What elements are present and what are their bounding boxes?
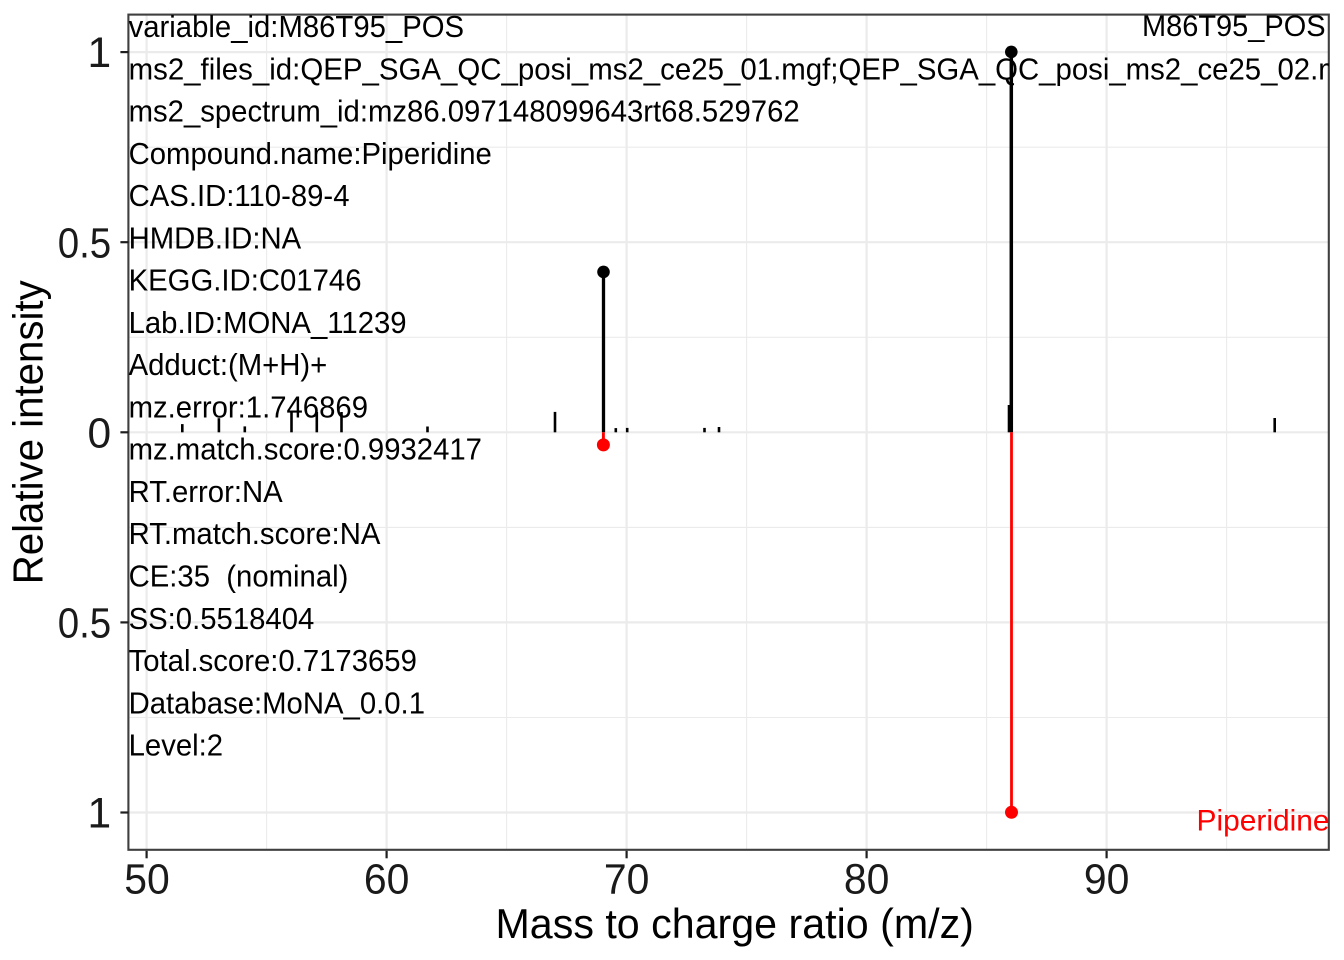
svg-text:Compound.name:Piperidine: Compound.name:Piperidine	[129, 137, 492, 171]
svg-text:Lab.ID:MONA_11239: Lab.ID:MONA_11239	[129, 306, 407, 340]
svg-text:variable_id:M86T95_POS: variable_id:M86T95_POS	[129, 10, 465, 44]
svg-text:ms2_files_id:QEP_SGA_QC_posi_m: ms2_files_id:QEP_SGA_QC_posi_ms2_ce25_01…	[129, 52, 1344, 86]
svg-text:CAS.ID:110-89-4: CAS.ID:110-89-4	[129, 179, 350, 213]
svg-text:Piperidine: Piperidine	[1197, 805, 1330, 838]
svg-text:HMDB.ID:NA: HMDB.ID:NA	[129, 221, 302, 255]
svg-text:0.5: 0.5	[58, 601, 112, 648]
svg-text:mz.match.score:0.9932417: mz.match.score:0.9932417	[129, 433, 482, 467]
svg-text:Mass to charge ratio (m/z): Mass to charge ratio (m/z)	[496, 900, 974, 947]
svg-text:60: 60	[364, 857, 410, 904]
svg-text:Relative intensity: Relative intensity	[5, 280, 52, 584]
svg-text:80: 80	[844, 857, 890, 904]
svg-text:70: 70	[604, 857, 650, 904]
svg-text:M86T95_POS: M86T95_POS	[1142, 10, 1326, 43]
svg-text:RT.error:NA: RT.error:NA	[129, 475, 284, 509]
svg-text:ms2_spectrum_id:mz86.097148099: ms2_spectrum_id:mz86.097148099643rt68.52…	[129, 95, 800, 129]
svg-text:RT.match.score:NA: RT.match.score:NA	[129, 517, 381, 551]
svg-text:1: 1	[88, 30, 112, 77]
svg-text:CE:35 (nominal): CE:35 (nominal)	[129, 560, 349, 594]
svg-text:SS:0.5518404: SS:0.5518404	[129, 602, 315, 636]
svg-text:1: 1	[88, 791, 112, 838]
svg-text:0: 0	[88, 410, 112, 457]
svg-text:mz.error:1.746869: mz.error:1.746869	[129, 390, 368, 424]
svg-text:KEGG.ID:C01746: KEGG.ID:C01746	[129, 264, 362, 298]
svg-text:Database:MoNA_0.0.1: Database:MoNA_0.0.1	[129, 686, 425, 720]
svg-text:Total.score:0.7173659: Total.score:0.7173659	[129, 644, 417, 678]
svg-text:0.5: 0.5	[58, 220, 112, 267]
svg-text:Adduct:(M+H)+: Adduct:(M+H)+	[129, 348, 328, 382]
svg-text:50: 50	[124, 857, 170, 904]
svg-text:Level:2: Level:2	[129, 729, 224, 763]
svg-text:90: 90	[1084, 857, 1130, 904]
